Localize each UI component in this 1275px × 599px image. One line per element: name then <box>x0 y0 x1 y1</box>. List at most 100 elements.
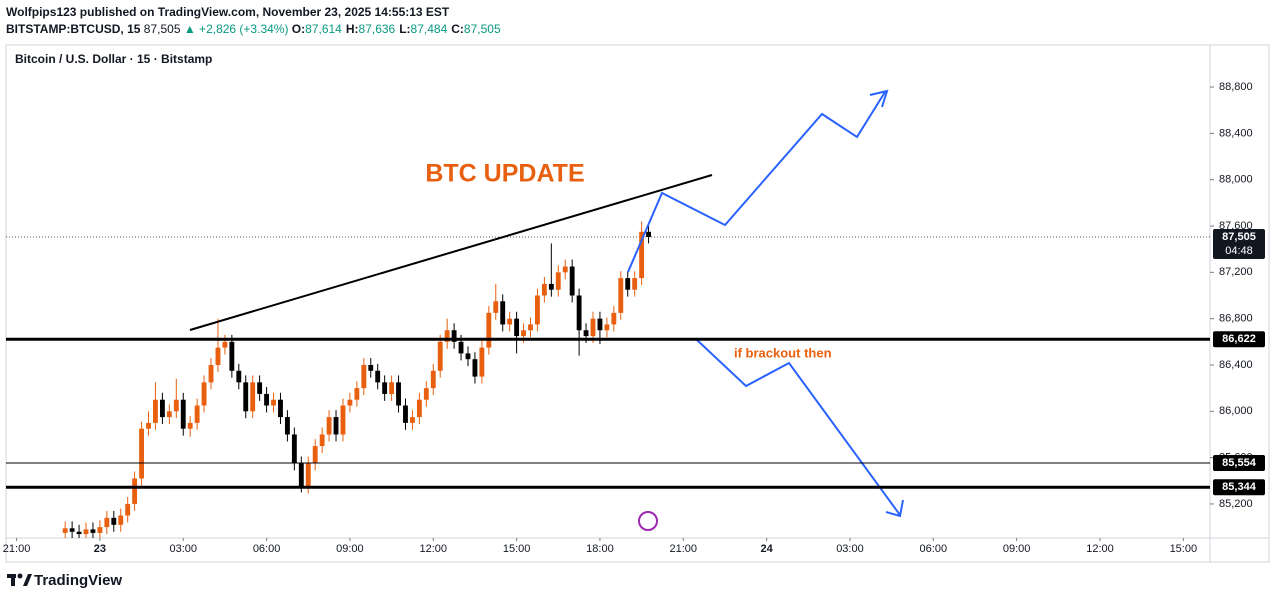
candle-body <box>69 528 75 532</box>
plot <box>6 221 1210 538</box>
level-label: 86,622 <box>1222 333 1256 345</box>
candle-body <box>250 382 256 412</box>
annotation: if brackout then <box>734 345 832 360</box>
event-icon[interactable] <box>638 511 658 531</box>
candle-body <box>576 295 582 331</box>
x-tick-label: 21:00 <box>3 543 31 555</box>
candle-body <box>514 318 520 337</box>
x-tick-label: 23 <box>94 543 106 555</box>
candle-body <box>611 312 617 325</box>
candle-body <box>229 341 235 371</box>
ohlc-label: C: <box>451 22 464 36</box>
annotation: BTC UPDATE <box>425 160 584 188</box>
candle-body <box>535 295 540 325</box>
candle-body <box>305 463 311 487</box>
x-tick-label: 03:00 <box>169 543 197 555</box>
arrowhead <box>885 499 904 518</box>
brand-logo <box>7 573 32 586</box>
candle-body <box>83 529 89 535</box>
candle-body <box>625 278 631 290</box>
x-tick-label: 12:00 <box>1086 543 1114 555</box>
projection-up <box>627 91 886 273</box>
candle-body <box>201 382 207 406</box>
candle-body <box>507 318 513 325</box>
ohlc-value: 87,484 <box>410 22 448 36</box>
brand: TradingView <box>34 572 122 589</box>
candle-body <box>340 405 346 435</box>
x-tick-label: 06:00 <box>253 543 281 555</box>
candle-body <box>333 417 339 435</box>
candle-body <box>541 283 547 296</box>
candle-body <box>146 422 151 429</box>
candle-body <box>472 359 478 377</box>
change: ▲ +2,826 (+3.34%) <box>183 22 289 36</box>
y-tick-label: 88,000 <box>1219 174 1253 186</box>
x-tick-label: 24 <box>761 543 774 555</box>
y-tick-label: 88,800 <box>1219 81 1253 93</box>
candle-body <box>375 370 381 383</box>
candle-body <box>278 399 283 418</box>
x-tick-label: 18:00 <box>586 543 614 555</box>
trendline <box>189 174 713 331</box>
level-box <box>1213 479 1265 496</box>
candle-body <box>104 517 110 528</box>
y-tick-label: 88,400 <box>1219 127 1253 139</box>
candle-body <box>632 278 638 290</box>
candle-body <box>583 330 589 337</box>
candle-body <box>97 527 103 533</box>
candle-body <box>493 301 499 313</box>
candle-body <box>62 528 68 533</box>
header: Wolfpips123 published on TradingView.com… <box>6 4 505 38</box>
candle-body <box>590 318 596 337</box>
symbol: BITSTAMP:BTCUSD, 15 <box>6 22 141 36</box>
y-tick-label: 87,600 <box>1219 220 1253 232</box>
candle-body <box>403 405 408 423</box>
candle-body <box>132 478 138 504</box>
y-tick-label: 86,000 <box>1219 405 1253 417</box>
candle-body <box>389 382 395 394</box>
ohlc-label: L: <box>399 22 411 36</box>
candle-body <box>548 283 554 290</box>
candle-body <box>187 422 193 429</box>
candle-body <box>409 417 415 423</box>
x-tick-label: 06:00 <box>920 543 948 555</box>
candle-body <box>291 434 297 464</box>
ohlc: O:87,614 H:87,636 L:87,484 C:87,505 <box>292 22 505 36</box>
candle-body <box>257 382 263 394</box>
symbol-line: BITSTAMP:BTCUSD, 15 87,505 ▲ +2,826 (+3.… <box>6 21 505 38</box>
candle-body <box>597 318 603 331</box>
candle-body <box>521 330 526 337</box>
candle-body <box>166 411 172 418</box>
candle-body <box>111 517 117 525</box>
published: Wolfpips123 published on TradingView.com… <box>6 5 450 19</box>
candle-body <box>569 266 575 296</box>
candle-body <box>354 388 360 400</box>
candle-body <box>604 324 610 331</box>
chart-frame <box>5 44 1270 563</box>
ohlc-value: 87,614 <box>305 22 342 36</box>
candle-body <box>243 382 249 412</box>
current-price-box <box>1213 229 1265 260</box>
countdown: 04:48 <box>1225 245 1253 257</box>
candle-body <box>465 353 471 360</box>
candle-body <box>159 399 165 418</box>
y-tick-label: 87,200 <box>1219 266 1253 278</box>
ohlc-value: 87,505 <box>463 22 501 36</box>
x-tick-label: 03:00 <box>836 543 864 555</box>
y-tick-label: 85,200 <box>1219 498 1253 510</box>
candle-body <box>382 382 388 394</box>
chart-title: Bitcoin / U.S. Dollar · 15 · Bitstamp <box>15 52 212 66</box>
candle-body <box>368 364 374 371</box>
candle-body <box>153 399 158 423</box>
candle-body <box>423 388 429 400</box>
candle-body <box>396 382 401 406</box>
y-tick-label: 86,400 <box>1219 359 1253 371</box>
candle-body <box>500 301 506 325</box>
x-tick-label: 15:00 <box>1170 543 1198 555</box>
arrowhead <box>869 89 889 108</box>
candle-body <box>416 399 422 418</box>
x-tick-label: 09:00 <box>336 543 364 555</box>
published-line: Wolfpips123 published on TradingView.com… <box>6 4 505 21</box>
candle-body <box>479 347 485 377</box>
candle-body <box>326 417 332 435</box>
